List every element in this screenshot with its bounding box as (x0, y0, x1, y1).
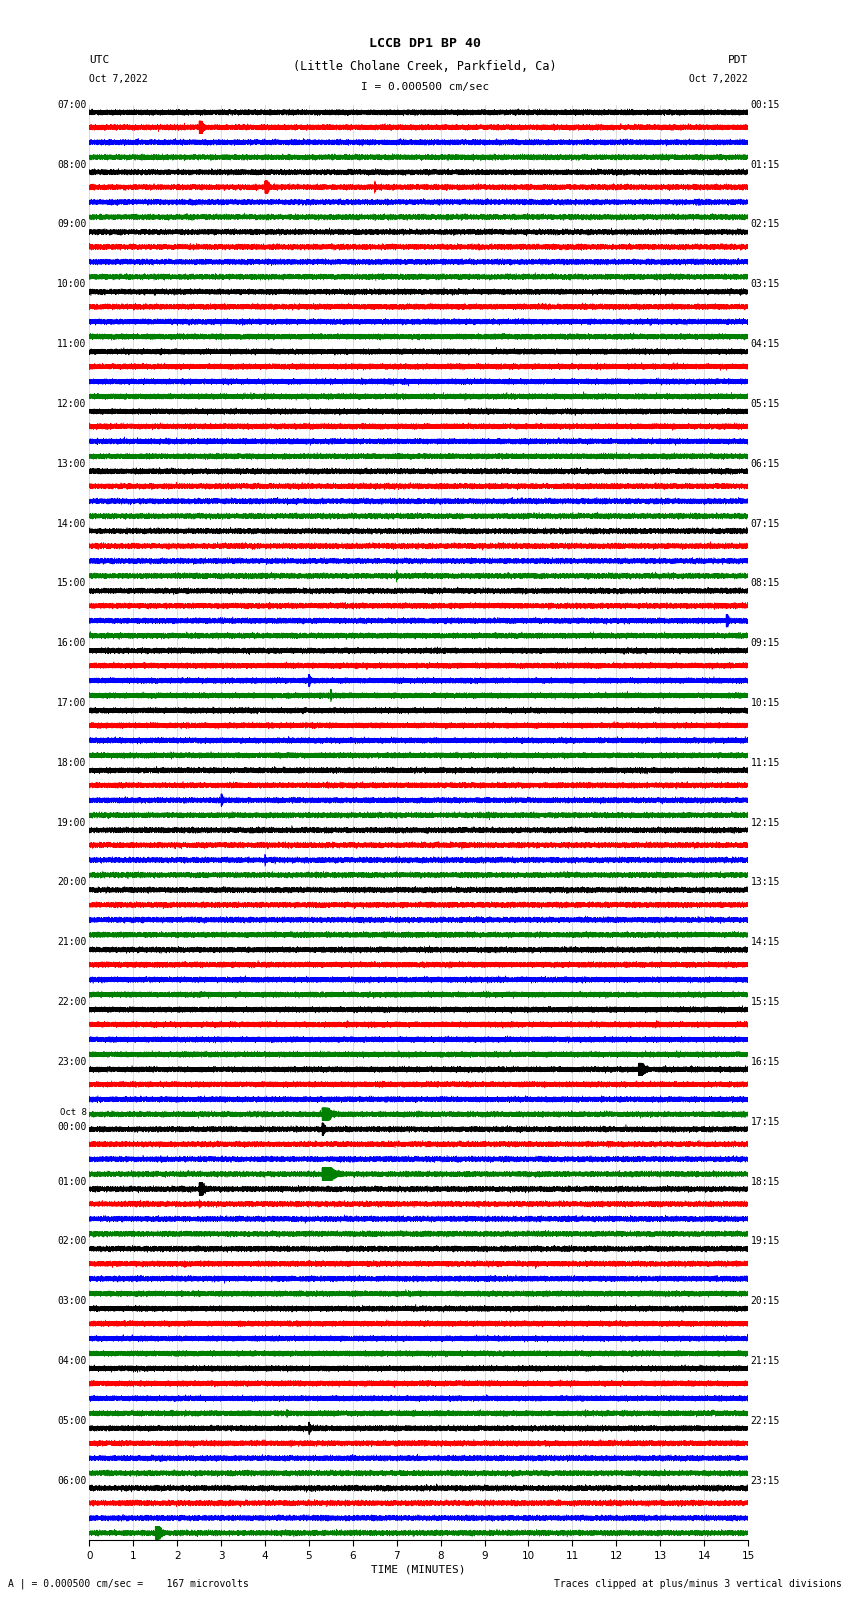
Text: 21:15: 21:15 (751, 1357, 780, 1366)
Text: 16:15: 16:15 (751, 1057, 780, 1066)
Text: 03:00: 03:00 (57, 1297, 87, 1307)
Text: 14:15: 14:15 (751, 937, 780, 947)
Text: 04:00: 04:00 (57, 1357, 87, 1366)
Text: 02:15: 02:15 (751, 219, 780, 229)
Text: 22:15: 22:15 (751, 1416, 780, 1426)
Text: 23:00: 23:00 (57, 1057, 87, 1066)
Text: 19:00: 19:00 (57, 818, 87, 827)
Text: (Little Cholane Creek, Parkfield, Ca): (Little Cholane Creek, Parkfield, Ca) (293, 60, 557, 73)
Text: PDT: PDT (728, 55, 748, 65)
Text: Oct 7,2022: Oct 7,2022 (89, 74, 148, 84)
Text: 15:00: 15:00 (57, 579, 87, 589)
Text: 09:00: 09:00 (57, 219, 87, 229)
Text: 10:00: 10:00 (57, 279, 87, 289)
Text: 08:15: 08:15 (751, 579, 780, 589)
Text: 00:15: 00:15 (751, 100, 780, 110)
Text: 12:00: 12:00 (57, 398, 87, 410)
Text: 03:15: 03:15 (751, 279, 780, 289)
Text: I = 0.000500 cm/sec: I = 0.000500 cm/sec (361, 82, 489, 92)
Text: 01:15: 01:15 (751, 160, 780, 169)
Text: 02:00: 02:00 (57, 1236, 87, 1247)
Text: Traces clipped at plus/minus 3 vertical divisions: Traces clipped at plus/minus 3 vertical … (553, 1579, 842, 1589)
Text: A | = 0.000500 cm/sec =    167 microvolts: A | = 0.000500 cm/sec = 167 microvolts (8, 1579, 249, 1589)
Text: 17:00: 17:00 (57, 698, 87, 708)
Text: LCCB DP1 BP 40: LCCB DP1 BP 40 (369, 37, 481, 50)
Text: 20:15: 20:15 (751, 1297, 780, 1307)
Text: 22:00: 22:00 (57, 997, 87, 1007)
Text: 06:15: 06:15 (751, 458, 780, 469)
Text: 07:15: 07:15 (751, 518, 780, 529)
Text: 13:00: 13:00 (57, 458, 87, 469)
Text: 20:00: 20:00 (57, 877, 87, 887)
Text: 13:15: 13:15 (751, 877, 780, 887)
Text: 09:15: 09:15 (751, 639, 780, 648)
Text: Oct 7,2022: Oct 7,2022 (689, 74, 748, 84)
Text: 21:00: 21:00 (57, 937, 87, 947)
Text: 14:00: 14:00 (57, 518, 87, 529)
Text: 12:15: 12:15 (751, 818, 780, 827)
Text: 04:15: 04:15 (751, 339, 780, 348)
Text: 05:15: 05:15 (751, 398, 780, 410)
Text: 19:15: 19:15 (751, 1236, 780, 1247)
Text: 23:15: 23:15 (751, 1476, 780, 1486)
Text: 18:00: 18:00 (57, 758, 87, 768)
Text: 10:15: 10:15 (751, 698, 780, 708)
Text: 15:15: 15:15 (751, 997, 780, 1007)
Text: UTC: UTC (89, 55, 110, 65)
Text: 11:00: 11:00 (57, 339, 87, 348)
Text: 07:00: 07:00 (57, 100, 87, 110)
X-axis label: TIME (MINUTES): TIME (MINUTES) (371, 1565, 466, 1574)
Text: 17:15: 17:15 (751, 1116, 780, 1127)
Text: Oct 8: Oct 8 (60, 1108, 87, 1116)
Text: 00:00: 00:00 (57, 1121, 87, 1132)
Text: 18:15: 18:15 (751, 1176, 780, 1187)
Text: 08:00: 08:00 (57, 160, 87, 169)
Text: 05:00: 05:00 (57, 1416, 87, 1426)
Text: 01:00: 01:00 (57, 1176, 87, 1187)
Text: 11:15: 11:15 (751, 758, 780, 768)
Text: 16:00: 16:00 (57, 639, 87, 648)
Text: 06:00: 06:00 (57, 1476, 87, 1486)
